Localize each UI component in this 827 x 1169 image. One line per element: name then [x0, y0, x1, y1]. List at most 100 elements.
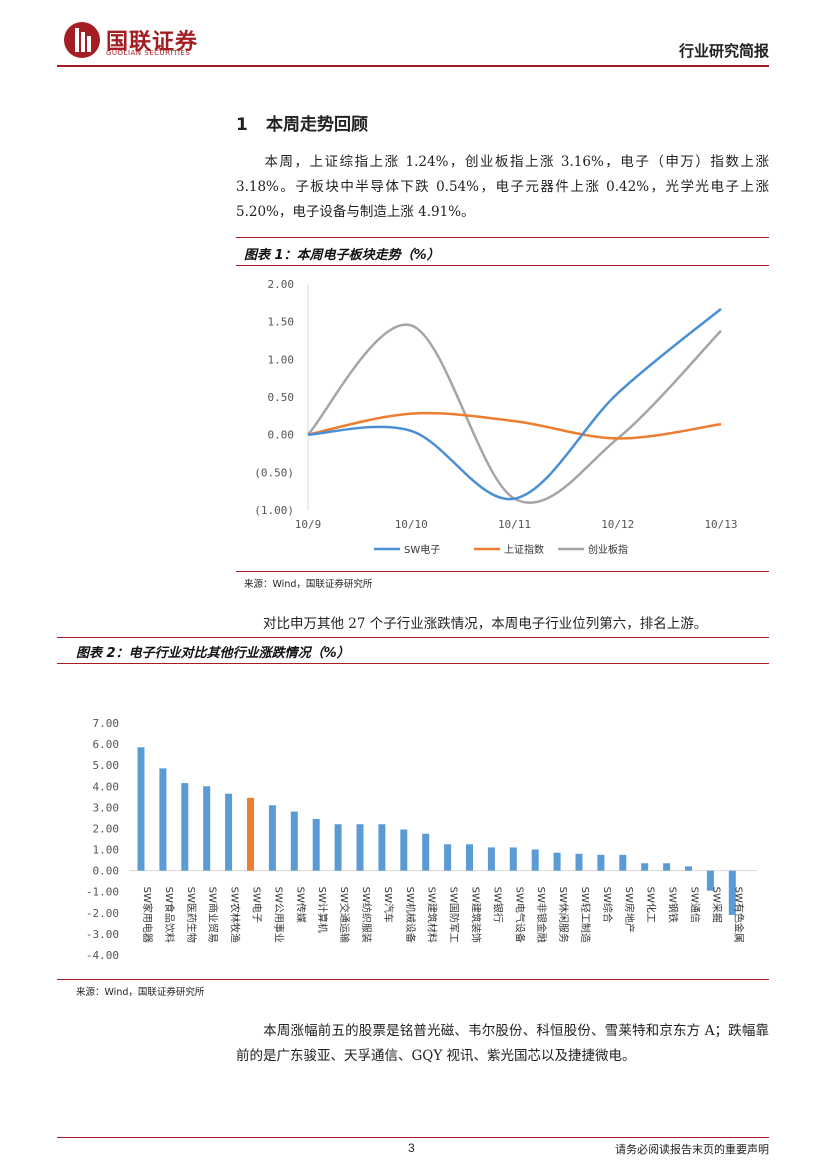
section-heading: 1 本周走势回顾 — [236, 110, 368, 135]
y-tick-label: 0.00 — [268, 429, 295, 442]
y-tick-label: 6.00 — [93, 738, 120, 751]
category-label: SW交通运输 — [338, 887, 351, 943]
bar — [619, 854, 627, 871]
bar — [137, 747, 145, 871]
category-label: SW银行 — [491, 887, 504, 923]
figure1-top-rule — [236, 237, 769, 238]
legend-label: 创业板指 — [588, 543, 628, 556]
guolian-logo-icon — [64, 22, 100, 58]
bar — [268, 805, 276, 871]
bar — [706, 870, 714, 891]
bar — [487, 847, 495, 871]
x-tick-label: 10/9 — [295, 518, 322, 531]
figure1-source: 来源：Wind，国联证券研究所 — [244, 579, 373, 590]
category-label: SW传媒 — [294, 887, 306, 923]
figure1-title: 图表 1：本周电子板块走势（%） — [244, 248, 440, 263]
category-label: SW房地产 — [623, 887, 636, 933]
y-tick-label: 0.50 — [268, 391, 295, 404]
bar — [553, 852, 561, 871]
category-label: SW电气设备 — [513, 887, 526, 943]
legend-label: SW电子 — [404, 543, 440, 556]
category-label: SW医药生物 — [185, 887, 198, 943]
bar — [663, 863, 671, 871]
paragraph-ranking: 对比申万其他 27 个子行业涨跌情况，本周电子行业位列第六，排名上游。 — [236, 612, 769, 637]
category-label: SW有色金属 — [732, 887, 745, 943]
y-tick-label: (1.00) — [254, 504, 294, 517]
series-line-0 — [307, 307, 722, 501]
bar — [400, 829, 408, 871]
bar — [575, 853, 583, 871]
y-tick-label: 3.00 — [93, 801, 120, 814]
section-title: 本周走势回顾 — [266, 115, 368, 135]
category-label: SW轻工制造 — [579, 887, 592, 943]
y-tick-label: -4.00 — [86, 949, 119, 962]
bar — [181, 783, 189, 871]
category-label: SW钢铁 — [667, 887, 680, 923]
logo-english-name: GUOLIAN SECURITIES — [106, 49, 191, 57]
bar — [685, 866, 692, 871]
figure1-title-rule — [236, 265, 769, 266]
section-number: 1 — [236, 115, 248, 135]
category-label: SW农林牧渔 — [229, 887, 242, 943]
category-label: SW公用事业 — [272, 887, 285, 943]
y-tick-label: 2.00 — [268, 278, 295, 291]
category-label: SW建筑材料 — [426, 887, 439, 943]
category-label: SW食品饮料 — [163, 887, 176, 943]
paragraph-stocks-text: 本周涨幅前五的股票是铭普光磁、韦尔股份、科恒股份、雪莱特和京东方 A；跌幅靠前的… — [236, 1023, 769, 1064]
y-tick-label: 1.00 — [268, 353, 295, 366]
bar — [509, 847, 517, 871]
series-line-1 — [307, 411, 722, 440]
category-label: SW汽车 — [382, 887, 395, 923]
y-tick-label: 1.50 — [268, 316, 295, 329]
report-type: 行业研究简报 — [678, 42, 769, 60]
category-label: SW通信 — [689, 887, 701, 923]
industry-comparison-bar-chart: 7.00 6.00 5.00 4.00 3.00 2.00 1.00 0.00 -1.00 -2.… — [86, 717, 757, 962]
bar — [203, 786, 211, 871]
y-tick-label: 5.00 — [93, 759, 120, 772]
series-line-2 — [307, 323, 722, 505]
y-tick-label: 7.00 — [93, 717, 120, 730]
bar — [531, 849, 539, 871]
category-label: SW机械设备 — [404, 887, 417, 943]
bar — [159, 768, 167, 871]
footer-disclaimer: 请务必阅读报告末页的重要声明 — [615, 1143, 769, 1156]
figure2-source: 来源：Wind，国联证券研究所 — [76, 987, 205, 998]
category-label: SW国防军工 — [448, 887, 461, 943]
bar — [334, 824, 342, 871]
sector-trend-line-chart: 2.00 1.50 1.00 0.50 0.00 (0.50) (1.00) 10/9 10/… — [254, 278, 737, 556]
header-divider — [57, 65, 769, 67]
bar — [597, 854, 605, 871]
category-label: SW商业贸易 — [207, 887, 220, 943]
logo-chinese-name: 国联证券 — [106, 30, 199, 55]
category-label: SW休闲服务 — [557, 887, 570, 943]
y-tick-label: -1.00 — [86, 886, 119, 899]
x-tick-label: 10/13 — [704, 518, 737, 531]
y-tick-label: 0.00 — [93, 865, 120, 878]
x-tick-label: 10/11 — [498, 518, 531, 531]
category-label: SW化工 — [645, 887, 658, 923]
category-label: SW家用电器 — [141, 887, 154, 943]
figure1-bottom-rule — [236, 571, 769, 572]
category-label: SW建筑装饰 — [470, 887, 483, 943]
figure2-bottom-rule — [57, 979, 769, 980]
bar — [356, 824, 364, 871]
legend-label: 上证指数 — [504, 543, 544, 556]
y-tick-label: 4.00 — [93, 780, 120, 793]
figure2-title-rule — [57, 663, 769, 664]
paragraph-summary-text: 本周，上证综指上涨 1.24%，创业板指上涨 3.16%，电子（申万）指数上涨 … — [236, 154, 769, 220]
category-label: SW采掘 — [710, 887, 723, 923]
y-tick-label: -2.00 — [86, 907, 119, 920]
bar — [225, 793, 233, 871]
bar — [641, 863, 649, 871]
category-label: SW计算机 — [316, 887, 329, 933]
bar — [312, 818, 320, 871]
category-label: SW电子 — [251, 887, 264, 923]
y-tick-label: -3.00 — [86, 928, 119, 941]
paragraph-summary: 本周，上证综指上涨 1.24%，创业板指上涨 3.16%，电子（申万）指数上涨 … — [236, 150, 769, 225]
footer-divider — [57, 1137, 769, 1138]
figure2-title: 图表 2：电子行业对比其他行业涨跌情况（%） — [76, 646, 350, 661]
bar — [247, 797, 254, 871]
x-tick-label: 10/12 — [601, 518, 634, 531]
bar — [728, 870, 736, 915]
category-label: SW非银金融 — [535, 887, 548, 943]
